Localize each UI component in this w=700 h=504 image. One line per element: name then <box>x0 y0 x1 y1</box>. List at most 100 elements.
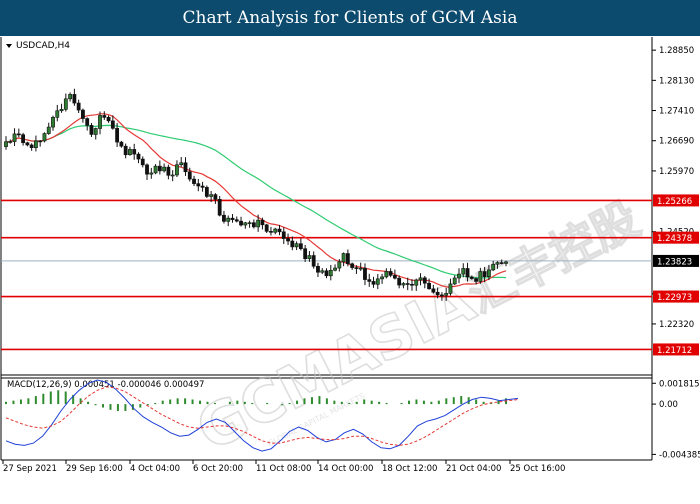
up-candle <box>448 283 453 294</box>
down-candle <box>110 120 115 129</box>
level-price-tag <box>653 194 699 207</box>
time-tick-label: 25 Oct 16:00 <box>510 464 565 474</box>
down-candle <box>345 253 350 265</box>
up-candle <box>55 110 60 118</box>
up-candle <box>337 261 342 269</box>
up-candle <box>414 279 419 286</box>
down-candle <box>72 94 77 104</box>
down-candle <box>410 283 414 286</box>
down-candle <box>388 271 393 276</box>
level-price-tag-label: 1.21712 <box>657 346 692 356</box>
down-candle <box>119 141 124 147</box>
down-candle <box>145 164 149 175</box>
up-candle <box>375 278 380 285</box>
up-candle <box>487 269 491 277</box>
up-candle <box>307 255 312 260</box>
down-candle <box>200 185 205 188</box>
time-ticks: 27 Sep 2021 29 Sep 16:00 4 Oct 04:00 6 Oct … <box>2 460 565 474</box>
down-candle <box>38 140 43 143</box>
down-candle <box>277 228 282 233</box>
macd-ticks: 0.001815 0.00 -0.004385 <box>652 379 700 460</box>
down-candle <box>499 262 504 264</box>
down-candle <box>431 288 436 293</box>
up-candle <box>358 267 363 270</box>
down-candle <box>239 220 243 226</box>
down-candle <box>316 265 320 273</box>
down-candle <box>196 183 201 187</box>
macd-tick-label: 0.001815 <box>659 379 700 389</box>
down-candle <box>363 267 367 280</box>
macd-line <box>5 379 519 452</box>
up-candle <box>179 162 184 166</box>
price-tick-label: 1.27410 <box>659 107 694 117</box>
time-tick-label: 11 Oct 08:00 <box>256 464 311 474</box>
down-candle <box>303 248 308 260</box>
up-candle <box>93 128 98 135</box>
up-candle <box>333 267 337 271</box>
up-candle <box>170 174 175 177</box>
down-candle <box>140 158 145 166</box>
price-tick-label: 1.28850 <box>659 46 694 56</box>
up-candle <box>63 98 68 110</box>
banner-title: Chart Analysis for Clients of GCM Asia <box>0 0 700 36</box>
time-tick-label: 21 Oct 04:00 <box>446 464 501 474</box>
down-candle <box>290 240 295 248</box>
chart-background <box>0 36 700 500</box>
signal-line <box>5 386 519 446</box>
down-candle <box>25 142 30 146</box>
up-candle <box>209 194 214 197</box>
down-candle <box>81 109 85 119</box>
up-candle <box>12 133 17 142</box>
up-candle <box>452 277 457 285</box>
up-candle <box>149 172 154 175</box>
up-candle <box>128 149 132 156</box>
up-candle <box>256 219 261 228</box>
down-candle <box>311 255 316 267</box>
down-candle <box>132 149 137 155</box>
level-price-tag-label: 1.24378 <box>657 234 692 244</box>
up-candle <box>461 268 466 275</box>
down-candle <box>102 115 107 118</box>
symbol-dropdown-icon[interactable] <box>6 44 12 48</box>
up-candle <box>98 115 102 129</box>
down-candle <box>324 270 329 277</box>
current-price-tag <box>653 254 699 267</box>
down-candle <box>115 128 120 143</box>
up-candle <box>51 117 55 128</box>
level-price-tag <box>653 343 699 356</box>
down-candle <box>427 282 431 290</box>
price-tags: 1.25266 1.24378 1.22973 1.21712 1.23823 <box>653 194 699 356</box>
down-candle <box>469 276 474 279</box>
current-price-tag-label: 1.23823 <box>657 257 692 267</box>
up-candle <box>42 133 47 142</box>
down-candle <box>136 153 141 160</box>
down-candle <box>213 194 218 200</box>
down-candle <box>264 224 269 232</box>
time-tick-label: 27 Sep 2021 <box>3 464 57 474</box>
up-candle <box>68 94 73 100</box>
up-candle <box>328 269 333 277</box>
down-candle <box>465 268 470 278</box>
price-tick-label: 1.28130 <box>659 76 694 86</box>
up-candle <box>418 277 423 281</box>
moving-averages <box>5 113 507 288</box>
down-candle <box>204 187 209 197</box>
down-candle <box>183 162 188 173</box>
down-candle <box>29 144 34 148</box>
chart-svg: USDCAD,H4 GCMASIA GLOBAL CAPITAL MARKETS… <box>0 36 700 500</box>
down-candle <box>482 271 487 277</box>
down-candle <box>234 219 239 222</box>
down-candle <box>222 214 226 222</box>
down-candle <box>16 133 21 136</box>
down-candle <box>298 243 303 249</box>
down-candle <box>260 219 265 226</box>
up-candle <box>175 164 179 176</box>
price-tick-label: 1.22320 <box>659 320 694 330</box>
down-candle <box>157 165 162 172</box>
up-candle <box>401 283 406 286</box>
up-candle <box>162 166 167 172</box>
up-candle <box>273 228 278 233</box>
price-tick-label: 1.26690 <box>659 137 694 147</box>
up-candle <box>294 243 299 248</box>
up-candle <box>243 222 248 226</box>
